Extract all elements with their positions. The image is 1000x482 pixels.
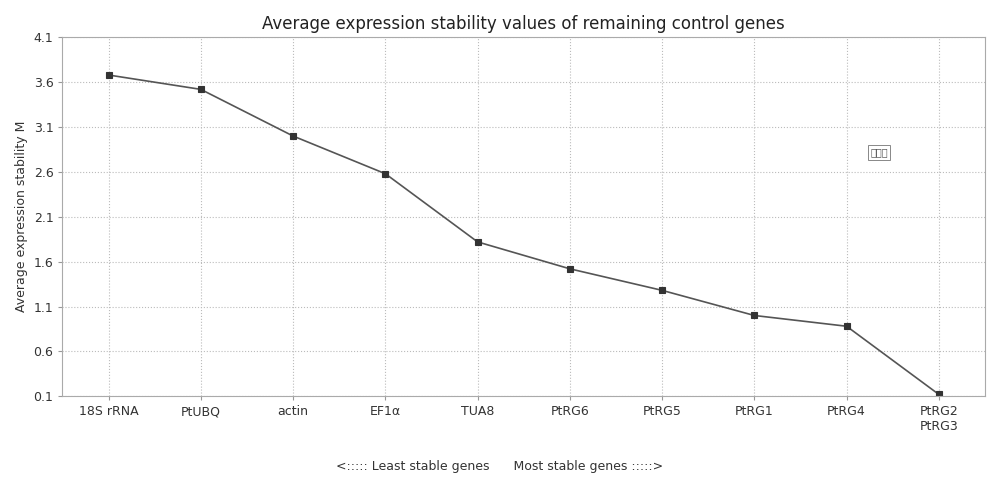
Y-axis label: Average expression stability M: Average expression stability M xyxy=(15,121,28,312)
Text: <::::: Least stable genes      Most stable genes :::::>: <::::: Least stable genes Most stable ge… xyxy=(336,460,664,473)
Title: Average expression stability values of remaining control genes: Average expression stability values of r… xyxy=(262,15,785,33)
Text: 图例１: 图例１ xyxy=(870,147,888,157)
